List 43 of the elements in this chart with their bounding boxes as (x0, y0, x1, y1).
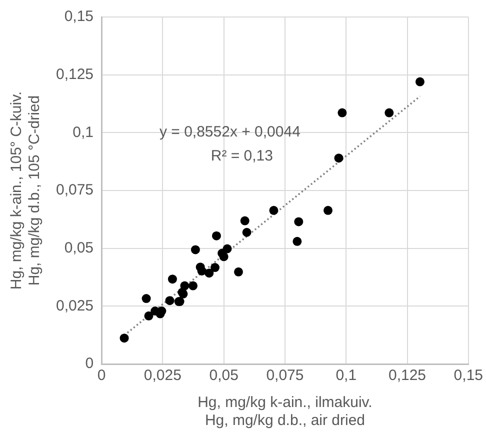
x-tick-label: 0,075 (266, 367, 304, 384)
y-axis-title: Hg, mg/kg k-ain., 105° C-kuiv. Hg, mg/kg d.b., 105 °C-dried (8, 91, 44, 290)
point (188, 281, 198, 290)
y-tick-label: 0,1 (72, 124, 94, 141)
x-tick-label: 0,125 (388, 367, 426, 384)
point (120, 334, 129, 343)
point (384, 108, 394, 118)
y-tick-label: 0,075 (56, 182, 94, 199)
x-tick-label: 0,05 (209, 367, 238, 384)
point (190, 245, 200, 254)
x-tick-label: 0,025 (144, 367, 182, 384)
point (324, 206, 333, 215)
point (204, 268, 214, 278)
point (165, 296, 174, 306)
point (242, 228, 252, 237)
y-tick-label: 0 (85, 355, 94, 372)
point (180, 281, 190, 290)
x-tick-label: 0,1 (336, 367, 357, 384)
y-tick-label: 0,125 (56, 66, 94, 83)
point (234, 267, 243, 276)
x-tick-label: 0,15 (454, 367, 484, 384)
x-axis-title: Hg, mg/kg k-ain., ilmakuiv. Hg, mg/kg d.b., air dried (198, 394, 372, 430)
annotation: R² = 0,13 (210, 148, 273, 165)
x-tick-label: 0 (97, 367, 106, 384)
point (269, 206, 278, 215)
point (222, 244, 232, 254)
point (334, 154, 344, 163)
point (168, 274, 177, 284)
point (240, 216, 250, 226)
point (415, 77, 424, 86)
y-tick-label: 0,15 (64, 8, 94, 26)
point (338, 108, 347, 118)
point (142, 294, 151, 304)
point (144, 311, 154, 320)
point (210, 263, 220, 272)
point (292, 236, 302, 246)
point (219, 252, 228, 262)
point (212, 231, 221, 240)
point (294, 217, 304, 226)
y-tick-label: 0,05 (64, 239, 94, 256)
point (197, 266, 206, 276)
y-tick-label: 0,025 (56, 297, 94, 314)
annotation: y = 0,8552x + 0,0044 (159, 124, 300, 141)
